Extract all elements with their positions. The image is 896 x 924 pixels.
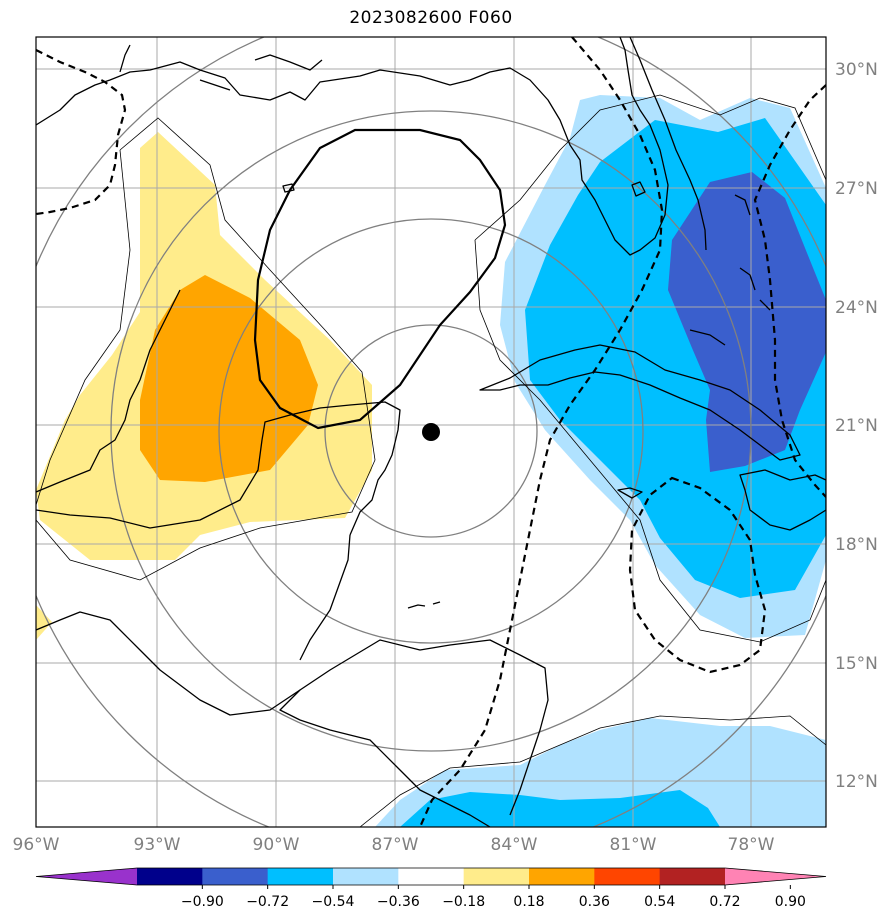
latitude-labels: 30°N 27°N 24°N 21°N 18°N 15°N 12°N (835, 60, 878, 792)
colorbar-outline (35, 867, 827, 886)
colorbar: −0.90 −0.72 −0.54 −0.36 −0.18 0.18 0.36 0.54 0.7… (35, 867, 827, 910)
colorbar-tick-label: 0.72 (709, 894, 740, 910)
colorbar-segment (529, 868, 595, 885)
lat-label: 21°N (835, 416, 878, 436)
colorbar-extend-low (36, 868, 137, 885)
colorbar-segment (137, 868, 203, 885)
colorbar-segment (333, 868, 399, 885)
filled-contours (36, 95, 826, 827)
storm-center-marker (422, 423, 440, 441)
colorbar-tick-label: −0.72 (246, 894, 289, 910)
colorbar-tick-label: −0.54 (312, 894, 355, 910)
lon-label: 87°W (372, 835, 419, 855)
map-title: 2023082600 F060 (349, 8, 513, 28)
lon-label: 81°W (610, 835, 657, 855)
colorbar-segments (35, 867, 827, 886)
colorbar-segment (202, 868, 269, 885)
lat-label: 27°N (835, 179, 878, 199)
colorbar-tick-label: 0.36 (579, 894, 610, 910)
colorbar-segment (267, 868, 334, 885)
colorbar-tick-label: −0.18 (442, 894, 485, 910)
colorbar-tick-label: 0.90 (775, 894, 806, 910)
dashed-contours (36, 37, 826, 827)
colorbar-segment (463, 868, 530, 885)
colorbar-ticks: −0.90 −0.72 −0.54 −0.36 −0.18 0.18 0.36 0.54 0.7… (181, 885, 806, 910)
colorbar-segment (594, 868, 661, 885)
lon-label: 96°W (13, 835, 60, 855)
gridlines (36, 37, 826, 827)
colorbar-extend-high (725, 868, 826, 885)
lat-label: 18°N (835, 535, 878, 555)
lat-label: 15°N (835, 654, 878, 674)
colorbar-tick-label: −0.36 (377, 894, 420, 910)
range-rings (36, 37, 826, 827)
solid-contour (253, 128, 507, 430)
lat-label: 12°N (835, 772, 878, 792)
longitude-labels: 96°W 93°W 90°W 87°W 84°W 81°W 78°W (13, 835, 775, 855)
lon-label: 78°W (728, 835, 775, 855)
colorbar-segment (659, 868, 726, 885)
map-canvas (36, 37, 826, 827)
lon-label: 90°W (253, 835, 300, 855)
colorbar-tick-label: 0.18 (513, 894, 544, 910)
negative-anomaly-dark (668, 172, 826, 472)
positive-anomaly-orange (140, 275, 318, 482)
colorbar-segment (398, 868, 465, 885)
lat-label: 30°N (835, 60, 878, 80)
map-frame (35, 36, 827, 828)
negative-anomaly-south-blue (400, 790, 720, 827)
lon-label: 93°W (134, 835, 181, 855)
lat-label: 24°N (835, 298, 878, 318)
coastlines (36, 37, 826, 827)
positive-anomaly-light-corner (36, 605, 52, 640)
lon-label: 84°W (491, 835, 538, 855)
colorbar-tick-label: −0.90 (181, 894, 224, 910)
colorbar-tick-label: 0.54 (644, 894, 675, 910)
